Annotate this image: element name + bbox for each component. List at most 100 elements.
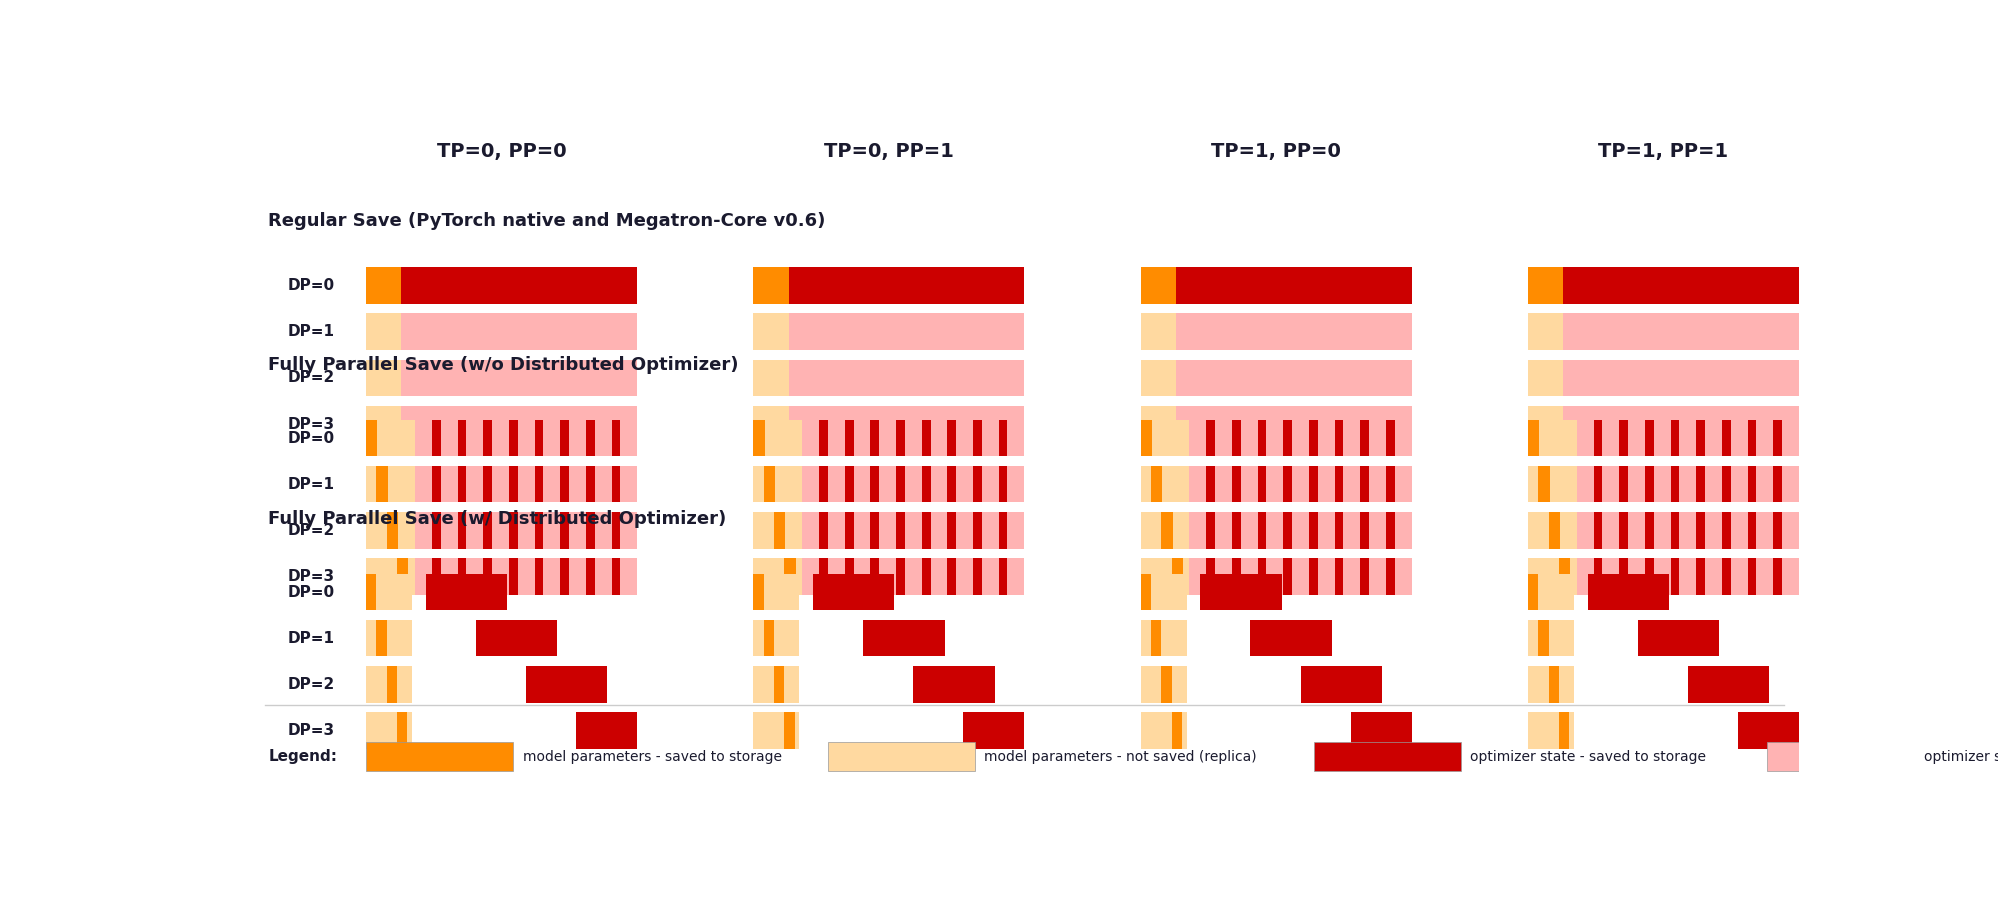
- Bar: [533, 466, 543, 503]
- Bar: [1636, 620, 1718, 656]
- Bar: [366, 620, 412, 656]
- Bar: [366, 513, 416, 549]
- Bar: [1670, 420, 1678, 456]
- Bar: [1313, 742, 1461, 771]
- Bar: [1199, 574, 1281, 610]
- Bar: [947, 466, 955, 503]
- Bar: [416, 558, 637, 594]
- Bar: [1283, 420, 1291, 456]
- Bar: [611, 420, 619, 456]
- Bar: [753, 405, 789, 443]
- Bar: [947, 513, 955, 549]
- Bar: [1766, 742, 1914, 771]
- Bar: [1526, 574, 1538, 610]
- Bar: [1538, 620, 1548, 656]
- Bar: [1644, 513, 1652, 549]
- Bar: [458, 558, 466, 594]
- Bar: [869, 466, 879, 503]
- Bar: [1576, 513, 1798, 549]
- Bar: [1562, 405, 1798, 443]
- Bar: [789, 314, 1025, 350]
- Bar: [895, 558, 905, 594]
- Bar: [1772, 466, 1782, 503]
- Bar: [1644, 420, 1652, 456]
- Bar: [753, 713, 799, 749]
- Bar: [1141, 267, 1175, 304]
- Bar: [1618, 513, 1626, 549]
- Bar: [999, 420, 1007, 456]
- Bar: [1141, 574, 1151, 610]
- Bar: [585, 513, 593, 549]
- Bar: [1283, 466, 1291, 503]
- Bar: [1141, 666, 1187, 703]
- Bar: [386, 666, 398, 703]
- Bar: [789, 267, 1025, 304]
- Bar: [1562, 267, 1798, 304]
- Text: DP=1: DP=1: [288, 476, 336, 492]
- Text: model parameters - not saved (replica): model parameters - not saved (replica): [983, 750, 1257, 764]
- Bar: [416, 513, 637, 549]
- Text: DP=3: DP=3: [288, 724, 336, 738]
- Bar: [1558, 713, 1568, 749]
- Bar: [1231, 466, 1241, 503]
- Bar: [895, 513, 905, 549]
- Bar: [1283, 513, 1291, 549]
- Bar: [458, 420, 466, 456]
- Text: DP=1: DP=1: [288, 325, 336, 339]
- Bar: [1696, 513, 1704, 549]
- Bar: [1592, 420, 1602, 456]
- Bar: [1175, 267, 1411, 304]
- Bar: [1141, 513, 1189, 549]
- Bar: [398, 558, 408, 594]
- Bar: [432, 420, 440, 456]
- Bar: [819, 558, 827, 594]
- Bar: [1207, 558, 1215, 594]
- Bar: [1257, 466, 1267, 503]
- Bar: [1526, 558, 1576, 594]
- Bar: [753, 513, 801, 549]
- Bar: [801, 420, 1025, 456]
- Bar: [999, 513, 1007, 549]
- Text: TP=0, PP=1: TP=0, PP=1: [823, 142, 953, 161]
- Bar: [1526, 713, 1572, 749]
- Bar: [947, 420, 955, 456]
- Bar: [366, 666, 412, 703]
- Bar: [783, 713, 793, 749]
- Bar: [476, 620, 557, 656]
- Bar: [1586, 574, 1668, 610]
- Bar: [402, 314, 637, 350]
- Bar: [1141, 713, 1187, 749]
- Text: Fully Parallel Save (w/o Distributed Optimizer): Fully Parallel Save (w/o Distributed Opt…: [268, 355, 739, 374]
- Bar: [525, 666, 607, 703]
- Text: DP=0: DP=0: [288, 278, 336, 293]
- Bar: [1576, 466, 1798, 503]
- Bar: [1309, 466, 1317, 503]
- Bar: [402, 360, 637, 396]
- Bar: [1526, 420, 1576, 456]
- Bar: [559, 466, 569, 503]
- Bar: [1670, 513, 1678, 549]
- Bar: [1175, 360, 1411, 396]
- Bar: [963, 713, 1025, 749]
- Text: Legend:: Legend:: [268, 749, 338, 764]
- Bar: [366, 574, 412, 610]
- Bar: [458, 466, 466, 503]
- Bar: [819, 513, 827, 549]
- Text: DP=2: DP=2: [288, 677, 336, 692]
- Bar: [484, 466, 492, 503]
- Bar: [1385, 466, 1395, 503]
- Bar: [509, 466, 517, 503]
- Bar: [416, 420, 637, 456]
- Bar: [1696, 558, 1704, 594]
- Bar: [753, 314, 789, 350]
- Bar: [559, 420, 569, 456]
- Bar: [585, 558, 593, 594]
- Bar: [763, 620, 773, 656]
- Bar: [1141, 360, 1175, 396]
- Bar: [1644, 466, 1652, 503]
- Bar: [1526, 360, 1562, 396]
- Bar: [1361, 513, 1369, 549]
- Bar: [1526, 405, 1562, 443]
- Bar: [1644, 558, 1652, 594]
- Bar: [458, 513, 466, 549]
